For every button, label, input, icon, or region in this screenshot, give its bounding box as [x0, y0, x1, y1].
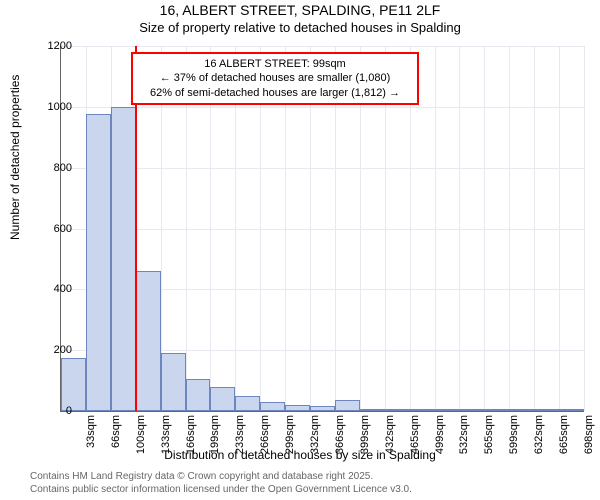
histogram-bar	[136, 271, 161, 411]
annotation-line3: 62% of semi-detached houses are larger (…	[139, 86, 411, 100]
histogram-bar	[210, 387, 235, 411]
histogram-bar	[410, 409, 435, 411]
y-tick-label: 1000	[32, 101, 72, 113]
chart-container: 16, ALBERT STREET, SPALDING, PE11 2LF Si…	[0, 0, 600, 500]
x-tick-label: 66sqm	[110, 415, 122, 465]
histogram-bar	[260, 402, 285, 411]
x-tick-label: 299sqm	[284, 415, 296, 465]
x-tick-label: 199sqm	[209, 415, 221, 465]
x-tick-label: 499sqm	[434, 415, 446, 465]
annotation-line2: ← 37% of detached houses are smaller (1,…	[139, 71, 411, 85]
y-tick-label: 400	[32, 283, 72, 295]
x-tick-label: 698sqm	[583, 415, 595, 465]
gridline-h	[61, 229, 584, 230]
histogram-bar	[235, 396, 260, 411]
x-tick-label: 33sqm	[85, 415, 97, 465]
annotation-box: 16 ALBERT STREET: 99sqm← 37% of detached…	[131, 52, 419, 105]
y-tick-label: 600	[32, 223, 72, 235]
x-tick-label: 432sqm	[384, 415, 396, 465]
histogram-bar	[111, 107, 136, 411]
histogram-bar	[435, 409, 460, 411]
x-tick-label: 532sqm	[458, 415, 470, 465]
annotation-line1: 16 ALBERT STREET: 99sqm	[139, 57, 411, 71]
histogram-bar	[360, 409, 385, 411]
y-tick-label: 0	[32, 405, 72, 417]
chart-subtitle: Size of property relative to detached ho…	[0, 20, 600, 35]
x-tick-label: 665sqm	[558, 415, 570, 465]
gridline-h	[61, 107, 584, 108]
gridline-v	[559, 46, 560, 411]
histogram-bar	[534, 409, 559, 411]
chart-title: 16, ALBERT STREET, SPALDING, PE11 2LF	[0, 2, 600, 18]
gridline-h	[61, 46, 584, 47]
x-tick-label: 565sqm	[483, 415, 495, 465]
footer-line1: Contains HM Land Registry data © Crown c…	[30, 470, 412, 483]
x-tick-label: 366sqm	[334, 415, 346, 465]
histogram-bar	[385, 409, 410, 411]
x-tick-label: 266sqm	[259, 415, 271, 465]
histogram-bar	[61, 358, 86, 411]
gridline-v	[484, 46, 485, 411]
histogram-bar	[285, 405, 310, 411]
histogram-bar	[509, 409, 534, 411]
histogram-bar	[335, 400, 360, 411]
x-tick-label: 133sqm	[160, 415, 172, 465]
gridline-v	[435, 46, 436, 411]
histogram-bar	[484, 409, 509, 411]
gridline-h	[61, 168, 584, 169]
histogram-bar	[459, 409, 484, 411]
plot-area: 16 ALBERT STREET: 99sqm← 37% of detached…	[60, 46, 584, 412]
histogram-bar	[86, 114, 111, 411]
x-tick-label: 233sqm	[234, 415, 246, 465]
x-tick-label: 332sqm	[309, 415, 321, 465]
y-tick-label: 800	[32, 162, 72, 174]
gridline-v	[584, 46, 585, 411]
x-tick-label: 599sqm	[508, 415, 520, 465]
y-axis-label: Number of detached properties	[8, 75, 22, 240]
x-tick-label: 166sqm	[185, 415, 197, 465]
y-tick-label: 1200	[32, 40, 72, 52]
gridline-v	[534, 46, 535, 411]
y-tick-label: 200	[32, 344, 72, 356]
footer-attribution: Contains HM Land Registry data © Crown c…	[30, 470, 412, 496]
x-tick-label: 100sqm	[135, 415, 147, 465]
histogram-bar	[186, 379, 211, 411]
gridline-v	[509, 46, 510, 411]
footer-line2: Contains public sector information licen…	[30, 483, 412, 496]
x-tick-label: 465sqm	[409, 415, 421, 465]
histogram-bar	[310, 406, 335, 411]
histogram-bar	[559, 409, 584, 411]
gridline-v	[459, 46, 460, 411]
x-tick-label: 632sqm	[533, 415, 545, 465]
histogram-bar	[161, 353, 186, 411]
x-tick-label: 399sqm	[359, 415, 371, 465]
